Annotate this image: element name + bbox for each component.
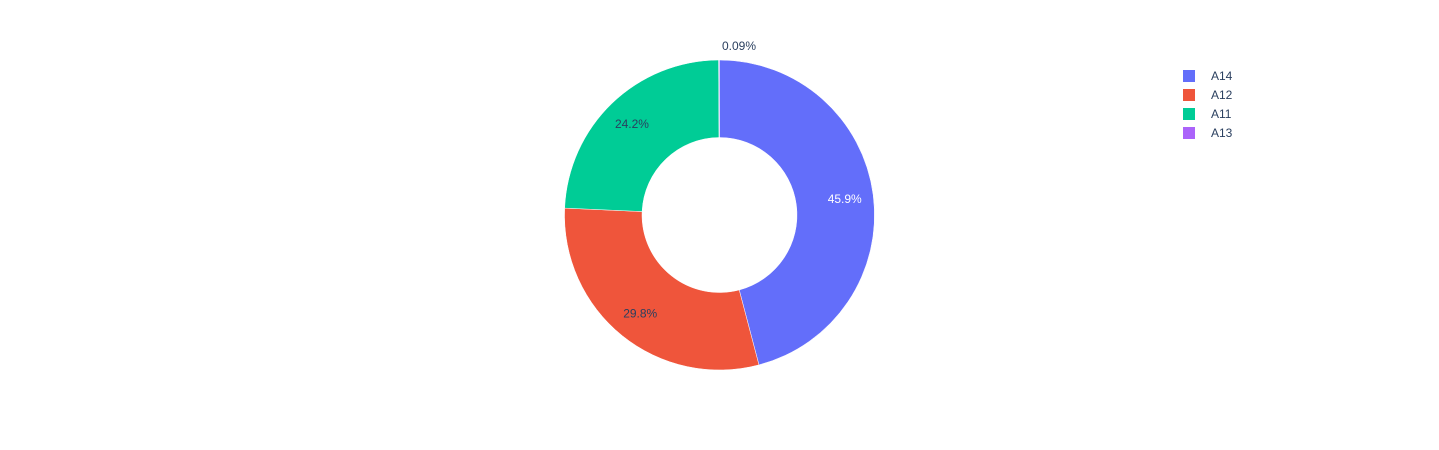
slice-a13[interactable] — [718, 59, 720, 138]
legend-item-a13[interactable]: A13 — [1183, 123, 1232, 142]
slice-label-a11: 24.2% — [615, 117, 649, 131]
legend-item-a12[interactable]: A12 — [1183, 85, 1232, 104]
legend-swatch-a12 — [1183, 88, 1195, 101]
legend-label-a14: A14 — [1211, 68, 1233, 83]
slice-label-a14: 45.9% — [828, 192, 862, 206]
legend-label-a11: A11 — [1211, 106, 1232, 121]
slice-a12[interactable] — [564, 207, 760, 371]
slice-a11[interactable] — [564, 59, 720, 212]
legend: A14 A12 A11 A13 — [1183, 66, 1232, 142]
legend-item-a14[interactable]: A14 — [1183, 66, 1232, 85]
legend-swatch-a11 — [1183, 107, 1195, 120]
legend-label-a13: A13 — [1211, 125, 1233, 140]
legend-label-a12: A12 — [1211, 87, 1233, 102]
legend-item-a11[interactable]: A11 — [1183, 104, 1232, 123]
slice-label-a12: 29.8% — [623, 306, 657, 320]
legend-swatch-a13 — [1183, 126, 1195, 139]
slice-label-a13: 0.09% — [722, 39, 756, 53]
legend-swatch-a14 — [1183, 69, 1195, 82]
